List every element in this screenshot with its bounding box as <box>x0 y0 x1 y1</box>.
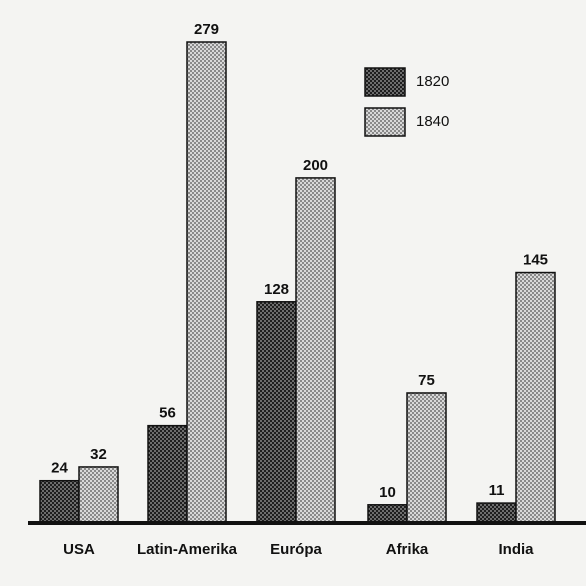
bar <box>295 177 336 523</box>
value-label: 128 <box>264 281 289 298</box>
x-tick-label: Latin-Amerika <box>137 541 238 558</box>
x-tick-label: Afrika <box>386 541 429 558</box>
value-label: 75 <box>418 372 435 389</box>
bar <box>39 479 80 523</box>
legend-swatch <box>364 107 406 137</box>
value-label: 279 <box>194 21 219 38</box>
bar <box>78 466 119 523</box>
legend-label: 1840 <box>416 113 449 130</box>
bar <box>367 504 408 523</box>
value-label: 145 <box>523 252 548 269</box>
bar <box>256 301 297 523</box>
x-tick-label: Európa <box>270 541 322 558</box>
bar <box>476 502 517 523</box>
legend-swatch <box>364 67 406 97</box>
value-label: 11 <box>489 482 505 499</box>
x-tick-label: USA <box>63 541 95 558</box>
bar <box>515 271 556 523</box>
bar <box>406 392 447 523</box>
value-label: 200 <box>303 157 328 174</box>
x-tick-label: India <box>498 541 534 558</box>
bar <box>147 424 188 523</box>
value-label: 56 <box>159 405 176 422</box>
value-label: 32 <box>90 446 107 463</box>
legend-label: 1820 <box>416 73 449 90</box>
value-label: 24 <box>51 460 68 477</box>
bar <box>186 41 227 523</box>
value-label: 10 <box>379 484 396 501</box>
